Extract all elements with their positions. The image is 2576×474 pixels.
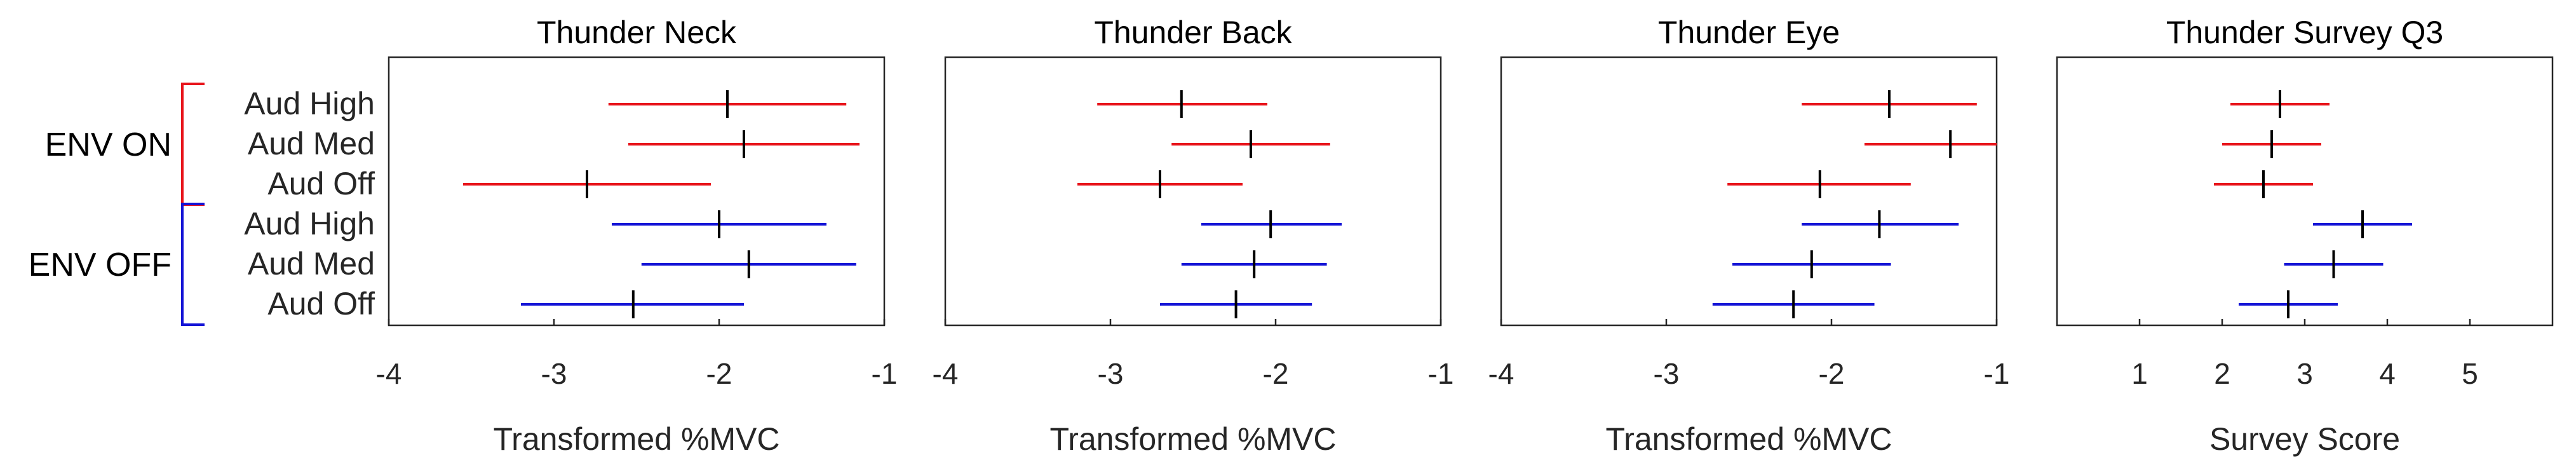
x-axis-label: Transformed %MVC xyxy=(493,421,779,457)
group-bracket-env-on xyxy=(181,83,205,206)
x-tick-label: -1 xyxy=(1984,357,2010,390)
row-label-aud-off: Aud Off xyxy=(267,286,375,322)
panel-title: Thunder Survey Q3 xyxy=(2166,15,2443,50)
x-tick-label: -2 xyxy=(1263,357,1289,390)
row-label-aud-off: Aud Off xyxy=(267,166,375,201)
panel-title: Thunder Eye xyxy=(1658,15,1840,50)
x-tick-label: -1 xyxy=(872,357,898,390)
x-tick-label: -4 xyxy=(1488,357,1514,390)
x-axis-label: Transformed %MVC xyxy=(1605,421,1892,457)
row-labels: Aud High Aud Med Aud Off Aud High Aud Med Aud… xyxy=(29,83,375,326)
panel-thunder-eye: Thunder Eye -4 -3 -2 -1 Transformed %MVC xyxy=(1488,15,2010,457)
x-tick-label: -4 xyxy=(376,357,402,390)
x-tick-label: -3 xyxy=(1654,357,1680,390)
plot-frame xyxy=(388,56,886,327)
plot-frame xyxy=(2056,56,2554,327)
x-tick-label: 1 xyxy=(2131,357,2148,390)
row-label-aud-high: Aud High xyxy=(244,86,375,121)
x-tick-label: -3 xyxy=(541,357,567,390)
plot-frame xyxy=(1500,56,1998,327)
x-tick-label: -4 xyxy=(933,357,959,390)
group-label-env-off: ENV OFF xyxy=(29,247,172,283)
panel-thunder-back: Thunder Back -4 -3 -2 -1 Transformed %MVC xyxy=(933,15,1454,457)
panel-title: Thunder Back xyxy=(1094,15,1292,50)
x-axis-label: Transformed %MVC xyxy=(1049,421,1336,457)
row-label-aud-high: Aud High xyxy=(244,206,375,241)
row-label-aud-med: Aud Med xyxy=(248,126,375,161)
x-tick-label: 5 xyxy=(2462,357,2478,390)
panel-thunder-neck: Thunder Neck -4 -3 -2 -1 Transformed %MVC xyxy=(376,15,898,457)
x-tick-label: -2 xyxy=(706,357,732,390)
x-tick-label: -2 xyxy=(1819,357,1845,390)
panel-title: Thunder Neck xyxy=(537,15,737,50)
panel-thunder-survey-q3: Thunder Survey Q3 1 2 3 4 5 Survey Score xyxy=(2056,15,2554,457)
group-label-env-on: ENV ON xyxy=(45,126,172,163)
plot-frame xyxy=(944,56,1442,327)
x-tick-label: 4 xyxy=(2379,357,2396,390)
x-tick-label: 3 xyxy=(2296,357,2313,390)
x-axis-label: Survey Score xyxy=(2209,421,2400,457)
x-tick-label: -1 xyxy=(1428,357,1454,390)
x-tick-label: 2 xyxy=(2214,357,2230,390)
group-bracket-env-off xyxy=(181,203,205,326)
x-tick-label: -3 xyxy=(1098,357,1124,390)
row-label-aud-med: Aud Med xyxy=(248,246,375,281)
